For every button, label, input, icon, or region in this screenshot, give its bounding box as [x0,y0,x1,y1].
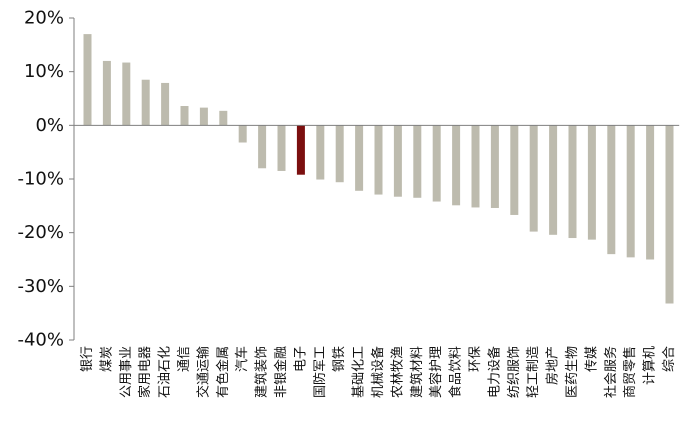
category-label: 电子 [293,346,308,372]
bar-17 [393,125,402,197]
category-label: 建筑装饰 [254,346,270,398]
category-label: 银行 [80,346,95,372]
category-label: 基础化工 [352,346,367,398]
y-tick-label: -40% [17,330,64,351]
category-label: 通信 [177,346,192,372]
category-label: 煤炭 [99,346,114,372]
category-label: 建筑材料 [409,346,425,398]
category-label: 有色金属 [215,346,231,398]
bar-11 [277,125,286,171]
bar-24 [529,125,538,232]
y-tick-label: -20% [17,222,64,243]
bar-27 [587,125,596,240]
category-label: 机械设备 [370,346,386,398]
category-label: 美容护理 [428,346,444,398]
category-label: 综合 [662,346,677,372]
category-label: 环保 [468,346,483,372]
bar-4 [141,79,150,126]
y-tick-label: -10% [17,169,64,190]
category-label: 钢铁 [332,346,347,372]
category-label: 石油石化 [158,346,173,398]
category-label: 商贸零售 [622,346,638,398]
bar-10 [258,125,267,169]
bar-23 [510,125,519,215]
bar-20 [452,125,461,206]
bar-31 [665,125,674,304]
category-label: 计算机 [643,346,658,385]
bar-13 [316,125,325,180]
category-label: 纺织服饰 [507,346,522,398]
bar-28 [607,125,616,255]
y-tick-label: 0% [35,115,64,136]
y-tick-label: 10% [24,61,64,82]
category-label: 公用事业 [119,346,134,398]
bar-14 [335,125,344,183]
bar-22 [490,125,499,208]
category-label: 农林牧渔 [390,346,405,398]
bar-9 [238,125,247,143]
category-label: 医药生物 [565,346,580,398]
bar-7 [199,107,208,126]
category-label: 国防军工 [312,346,328,398]
bar-18 [413,125,422,198]
bar-12 [296,125,305,175]
bar-21 [471,125,480,208]
category-label: 房地产 [545,346,561,385]
bar-2 [102,60,111,126]
category-label: 社会服务 [603,346,619,398]
category-label: 食品饮料 [448,346,464,398]
y-tick-label: 20% [24,8,64,29]
bar-25 [549,125,558,235]
category-label: 汽车 [234,346,250,372]
category-label: 家用电器 [137,346,153,398]
bar-5 [161,82,170,126]
category-label: 交通运输 [195,346,211,398]
bar-6 [180,106,189,126]
bar-19 [432,125,441,202]
category-label: 轻工制造 [526,346,541,398]
y-tick-label: -30% [17,276,64,297]
bar-15 [355,125,364,191]
bar-1 [83,34,92,126]
bar-8 [219,110,228,126]
bar-3 [122,62,131,126]
bar-30 [646,125,655,260]
category-label: 电力设备 [486,346,502,398]
bar-16 [374,125,383,195]
bar-29 [626,125,635,258]
category-label: 传媒 [584,346,599,372]
category-label: 非银金融 [273,346,289,398]
bar-26 [568,125,577,239]
